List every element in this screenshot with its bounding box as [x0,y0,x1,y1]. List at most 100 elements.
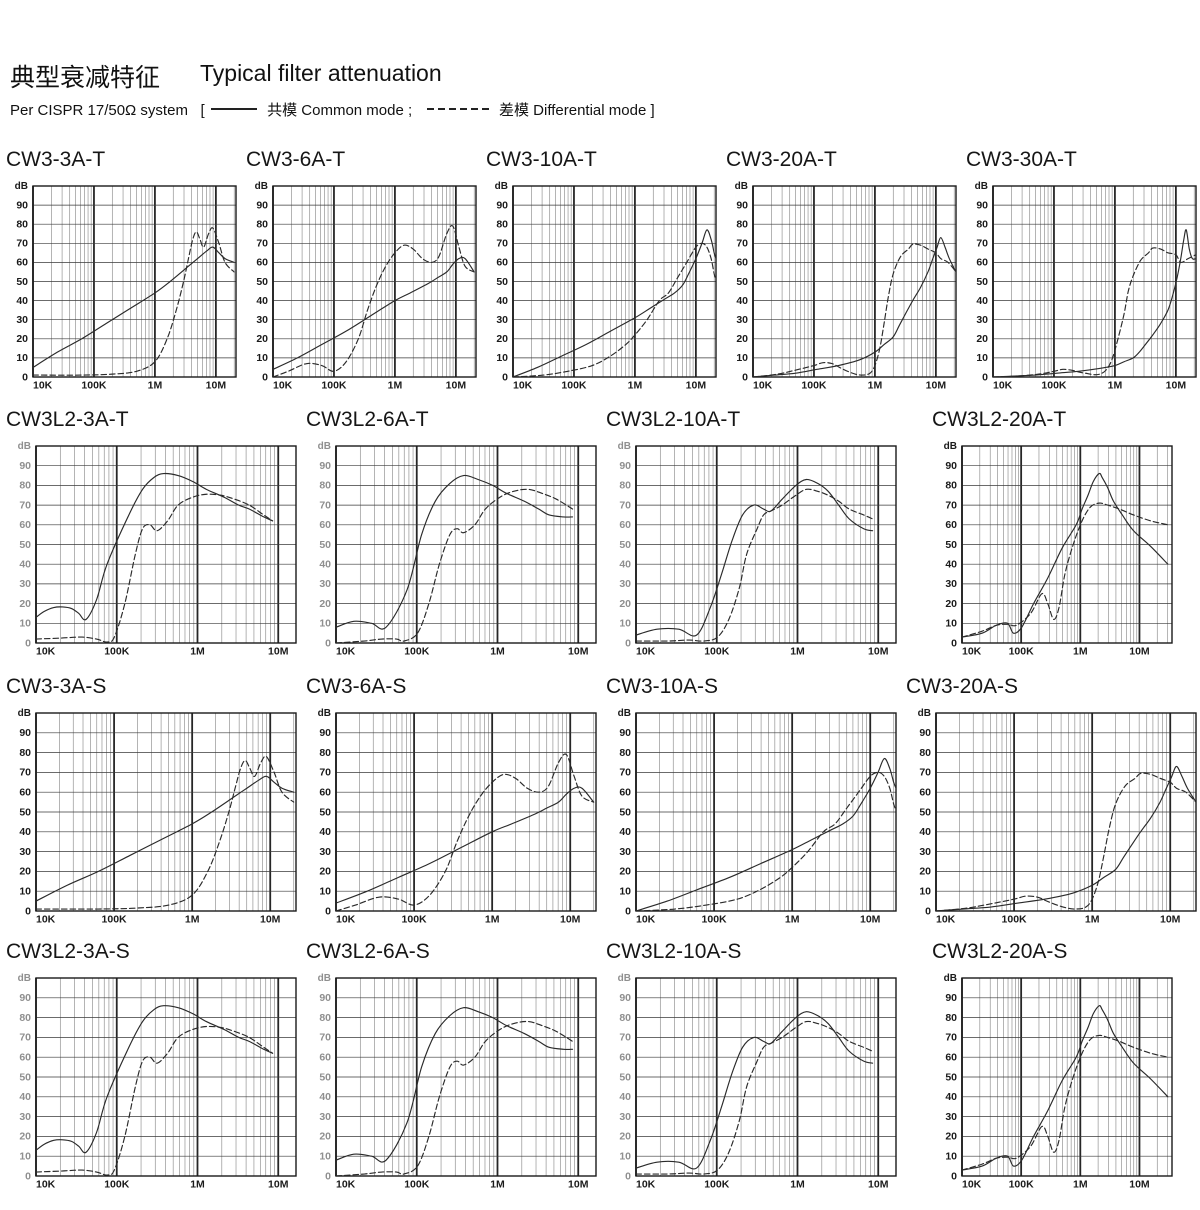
svg-text:1M: 1M [1108,380,1123,392]
svg-text:0: 0 [982,371,988,383]
svg-text:90: 90 [619,727,631,739]
svg-text:CW3-10A-T: CW3-10A-T [486,148,597,171]
svg-text:10K: 10K [962,646,982,658]
svg-text:50: 50 [619,806,631,818]
svg-text:CW3L2-3A-T: CW3L2-3A-T [6,408,129,431]
svg-text:20: 20 [19,598,31,610]
svg-text:60: 60 [945,1052,957,1064]
svg-text:0: 0 [625,905,631,917]
svg-text:10K: 10K [636,646,656,658]
svg-text:20: 20 [256,333,268,345]
svg-text:0: 0 [325,637,331,649]
svg-text:dB: dB [975,181,988,192]
svg-text:40: 40 [256,295,268,307]
svg-text:20: 20 [319,1131,331,1143]
svg-text:70: 70 [19,767,31,779]
svg-text:10K: 10K [336,1179,356,1191]
svg-text:60: 60 [976,257,988,269]
svg-text:90: 90 [319,460,331,472]
svg-text:1M: 1M [1085,914,1100,926]
svg-text:1M: 1M [148,380,163,392]
svg-text:90: 90 [736,199,748,211]
svg-text:10K: 10K [936,914,956,926]
svg-text:100K: 100K [321,380,347,392]
svg-text:80: 80 [16,219,28,231]
svg-text:10K: 10K [636,914,656,926]
svg-text:30: 30 [919,846,931,858]
svg-text:40: 40 [19,826,31,838]
svg-text:30: 30 [19,578,31,590]
svg-text:0: 0 [502,371,508,383]
svg-text:50: 50 [19,806,31,818]
svg-text:0: 0 [25,1170,31,1182]
svg-text:1M: 1M [190,646,205,658]
svg-text:80: 80 [319,747,331,759]
svg-text:90: 90 [619,992,631,1004]
svg-text:30: 30 [619,846,631,858]
svg-text:10K: 10K [273,380,293,392]
svg-text:40: 40 [496,295,508,307]
svg-text:30: 30 [19,1111,31,1123]
svg-text:40: 40 [319,559,331,571]
svg-text:20: 20 [19,1131,31,1143]
svg-text:20: 20 [919,866,931,878]
svg-text:0: 0 [951,1170,957,1182]
svg-text:60: 60 [19,1052,31,1064]
svg-text:dB: dB [618,441,631,452]
svg-text:70: 70 [19,499,31,511]
svg-text:1M: 1M [790,1179,805,1191]
svg-text:30: 30 [619,1111,631,1123]
svg-text:1M: 1M [1073,1179,1088,1191]
svg-text:70: 70 [319,767,331,779]
svg-text:80: 80 [19,1012,31,1024]
svg-text:dB: dB [495,181,508,192]
svg-text:70: 70 [319,1032,331,1044]
svg-text:60: 60 [619,519,631,531]
svg-text:40: 40 [19,559,31,571]
svg-text:10M: 10M [260,914,281,926]
svg-text:0: 0 [742,371,748,383]
svg-text:100K: 100K [1002,914,1028,926]
svg-text:10K: 10K [36,1179,56,1191]
svg-text:50: 50 [619,539,631,551]
svg-text:10: 10 [619,1151,631,1163]
svg-text:90: 90 [919,727,931,739]
svg-text:10M: 10M [926,380,947,392]
svg-text:100K: 100K [702,914,728,926]
svg-text:dB: dB [944,973,957,984]
svg-text:30: 30 [319,846,331,858]
svg-text:60: 60 [319,519,331,531]
svg-text:70: 70 [919,767,931,779]
svg-text:100K: 100K [404,1179,430,1191]
svg-text:dB: dB [18,441,31,452]
svg-text:1M: 1M [490,1179,505,1191]
svg-text:1M: 1M [388,380,403,392]
svg-text:100K: 100K [404,646,430,658]
svg-text:1M: 1M [868,380,883,392]
svg-text:30: 30 [19,846,31,858]
svg-text:CW3L2-20A-S: CW3L2-20A-S [932,940,1067,963]
svg-text:0: 0 [325,905,331,917]
svg-text:10K: 10K [36,914,56,926]
svg-text:30: 30 [945,578,957,590]
svg-text:10: 10 [19,886,31,898]
svg-text:60: 60 [619,1052,631,1064]
svg-text:0: 0 [262,371,268,383]
svg-text:80: 80 [736,219,748,231]
svg-text:70: 70 [16,238,28,250]
svg-text:CW3-6A-T: CW3-6A-T [246,148,345,171]
svg-text:10: 10 [919,886,931,898]
svg-text:60: 60 [256,257,268,269]
svg-text:100K: 100K [104,1179,130,1191]
svg-text:70: 70 [496,238,508,250]
svg-text:90: 90 [496,199,508,211]
svg-text:20: 20 [319,598,331,610]
svg-text:70: 70 [619,499,631,511]
svg-text:50: 50 [16,276,28,288]
svg-text:10M: 10M [1129,646,1150,658]
svg-text:40: 40 [945,1091,957,1103]
svg-text:40: 40 [19,1091,31,1103]
svg-text:20: 20 [16,333,28,345]
svg-text:100K: 100K [402,914,428,926]
svg-text:40: 40 [319,826,331,838]
